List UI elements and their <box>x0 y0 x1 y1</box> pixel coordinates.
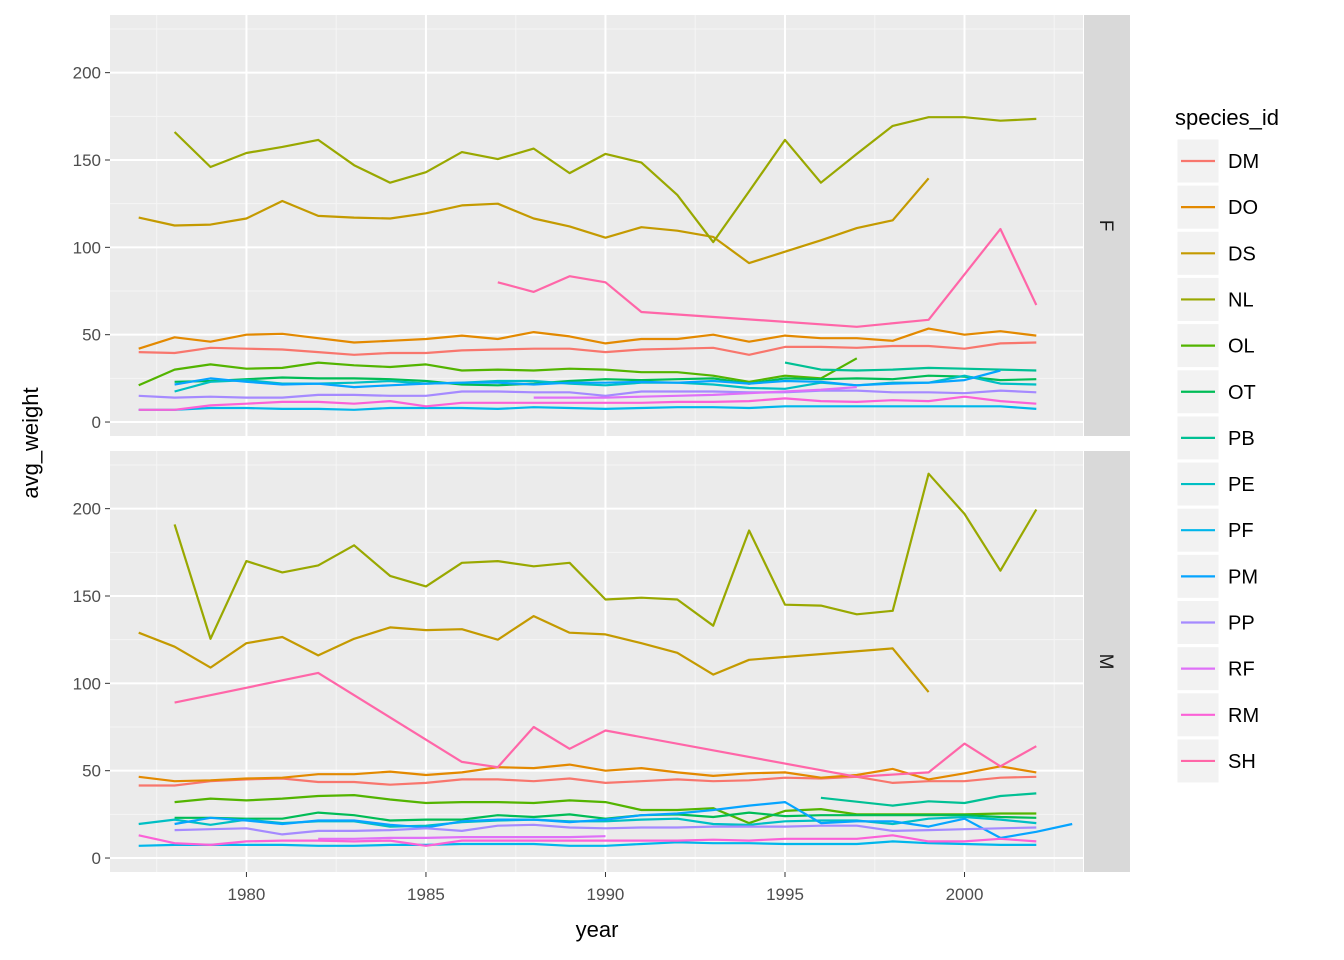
series-line-DO-M <box>138 763 1037 783</box>
series-line-RM-M <box>138 834 1037 847</box>
legend-label: DO <box>1228 197 1258 219</box>
legend-item-NL: NL <box>1176 276 1254 322</box>
x-tick-label: 1995 <box>766 885 804 904</box>
legend-item-PB: PB <box>1176 415 1255 461</box>
series-line-RF-M <box>318 835 606 840</box>
legend-item-PM: PM <box>1176 553 1258 599</box>
x-tick-label: 2000 <box>946 885 984 904</box>
y-tick-label: 0 <box>92 849 101 868</box>
series-line-PM-M <box>174 800 1073 840</box>
x-tick-label: 1985 <box>407 885 445 904</box>
legend-item-RF: RF <box>1176 646 1255 692</box>
legend-label: PP <box>1228 613 1255 635</box>
legend-item-OT: OT <box>1176 369 1256 415</box>
panel-M: 0 50 100 150 200 M 1980 1985 1990 1995 2000 <box>73 451 1130 904</box>
y-tick-label: 200 <box>73 64 101 83</box>
legend-label: PB <box>1228 428 1255 450</box>
legend-item-DS: DS <box>1176 230 1256 276</box>
legend-label: DM <box>1228 151 1259 173</box>
series-line-PF-M <box>138 840 1037 847</box>
series-line-PM-F <box>174 369 1001 389</box>
legend-label: DS <box>1228 243 1256 265</box>
panel-background <box>110 15 1083 436</box>
series-line-PP-F <box>138 389 1037 399</box>
legend-item-PE: PE <box>1176 461 1255 507</box>
facet-strip-label: F <box>1095 220 1116 232</box>
legend-label: SH <box>1228 751 1256 773</box>
series-line-NL-F <box>173 116 1037 244</box>
series-line-RM-F <box>138 395 1037 411</box>
panel-F: 0 50 100 150 200 F <box>73 15 1130 436</box>
series-line-NL-M <box>173 472 1038 640</box>
legend-item-DO: DO <box>1176 184 1258 230</box>
legend-item-PF: PF <box>1176 507 1254 553</box>
y-axis-title: avg_weight <box>18 387 43 498</box>
x-tick-label: 1990 <box>587 885 625 904</box>
facet-strip-label: M <box>1095 654 1116 670</box>
legend-label: RF <box>1228 659 1255 681</box>
y-tick-label: 200 <box>73 500 101 519</box>
series-line-OT-F <box>174 374 1037 387</box>
series-line-PP-M <box>174 823 1037 836</box>
legend-item-RM: RM <box>1176 692 1259 738</box>
legend-label: OT <box>1228 382 1256 404</box>
facet-strip <box>1084 15 1130 436</box>
legend-label: OL <box>1228 336 1255 358</box>
series-line-PB-F <box>784 361 1037 372</box>
legend-item-OL: OL <box>1176 323 1255 369</box>
legend-label: RM <box>1228 705 1259 727</box>
x-tick-label: 1980 <box>228 885 266 904</box>
y-tick-label: 50 <box>82 326 101 345</box>
legend-label: PE <box>1228 474 1255 496</box>
facet-strip <box>1084 451 1130 872</box>
legend-item-DM: DM <box>1176 138 1259 184</box>
y-tick-label: 100 <box>73 238 101 257</box>
series-line-DM-M <box>138 775 1037 787</box>
series-line-DS-F <box>138 177 930 265</box>
legend-title: species_id <box>1175 105 1279 130</box>
y-tick-label: 150 <box>73 151 101 170</box>
series-line-DS-M <box>138 614 930 693</box>
legend-item-PP: PP <box>1176 600 1255 645</box>
y-tick-label: 0 <box>92 413 101 432</box>
legend-item-SH: SH <box>1176 738 1256 784</box>
series-line-DM-F <box>138 341 1037 356</box>
series-line-SH-F <box>497 227 1038 328</box>
series-line-SH-M <box>174 671 1037 778</box>
legend-label: PF <box>1228 520 1254 542</box>
y-tick-label: 50 <box>82 762 101 781</box>
series-line-OL-F <box>138 357 858 387</box>
legend-label: PM <box>1228 566 1258 588</box>
x-axis-title: year <box>576 917 619 942</box>
series-line-RF-F <box>533 386 857 399</box>
panel-background <box>110 451 1083 872</box>
y-tick-label: 100 <box>73 674 101 693</box>
series-line-PF-F <box>138 405 1037 411</box>
legend: DM DO DS NL OL OT PB PE PF PM PP RF RM SH <box>1176 138 1259 784</box>
series-line-PB-M <box>820 792 1037 807</box>
y-tick-label: 150 <box>73 587 101 606</box>
series-line-DO-F <box>138 327 1037 350</box>
legend-label: NL <box>1228 289 1254 311</box>
